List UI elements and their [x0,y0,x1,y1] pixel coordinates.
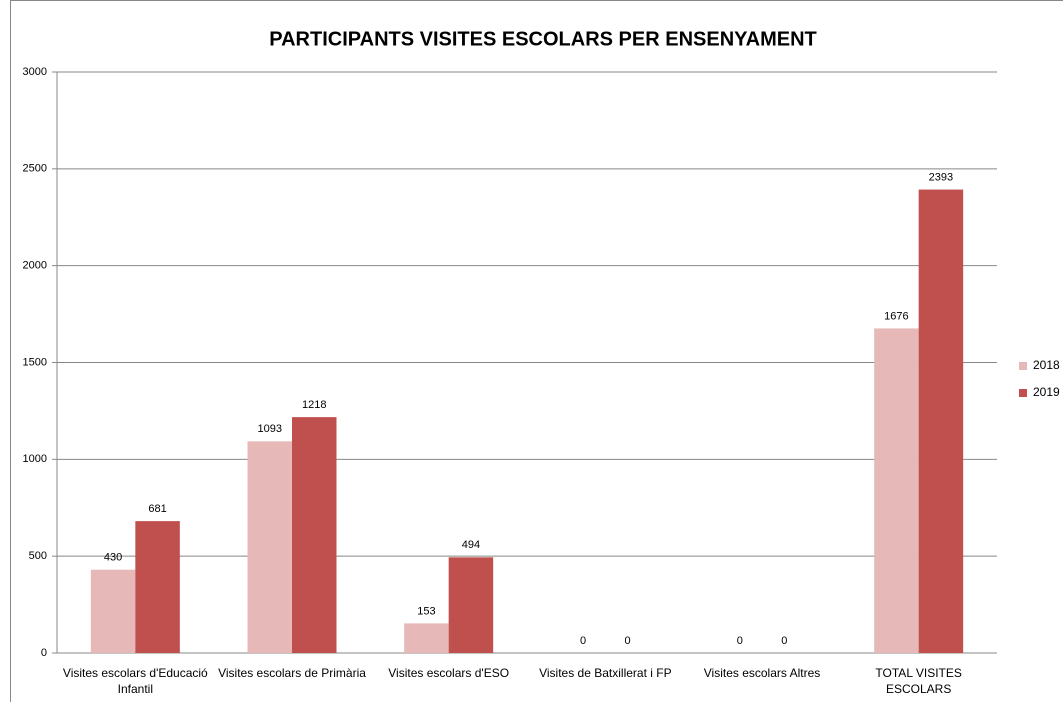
x-tick-label: Visites escolars Altres [703,666,821,680]
data-label: 153 [417,605,435,617]
y-tick-label: 3000 [23,66,47,78]
data-label: 1676 [884,310,908,322]
chart-border [10,0,1063,702]
y-tick-label: 0 [41,647,47,659]
x-tick-label: Visites escolars de Primària [218,666,366,680]
data-label: 0 [737,635,743,647]
bar [90,569,136,653]
bar [135,521,180,653]
y-tick-label: 2000 [23,260,47,272]
x-tick-label: Visites escolars d'ESO [388,666,510,680]
data-label: 1218 [302,399,326,411]
y-tick-label: 2500 [23,163,47,175]
bar [874,328,919,653]
bar [918,189,964,653]
data-label: 0 [625,635,631,647]
legend-swatch [1019,362,1027,370]
bar [404,623,449,653]
y-tick-label: 1500 [23,356,47,368]
data-label: 681 [148,503,166,515]
data-label: 494 [462,539,480,551]
bar [247,441,292,653]
y-tick-label: 1000 [23,453,47,465]
legend-label: 2018 [1033,358,1060,372]
x-tick-label: Visites escolars d'Educació Infantil [62,666,208,696]
data-label: 430 [104,552,122,564]
data-label: 1093 [258,423,282,435]
x-tick-label: TOTAL VISITES ESCOLARS [875,666,962,696]
y-tick-label: 500 [29,550,47,562]
data-label: 0 [580,635,586,647]
data-label: 2393 [929,171,953,183]
legend-label: 2019 [1033,385,1060,399]
legend-swatch [1019,389,1027,397]
bar [448,557,494,653]
bar [292,417,337,653]
chart-title: PARTICIPANTS VISITES ESCOLARS PER ENSENY… [269,28,817,50]
x-tick-label: Visites de Batxillerat i FP [539,666,672,680]
data-label: 0 [781,635,787,647]
